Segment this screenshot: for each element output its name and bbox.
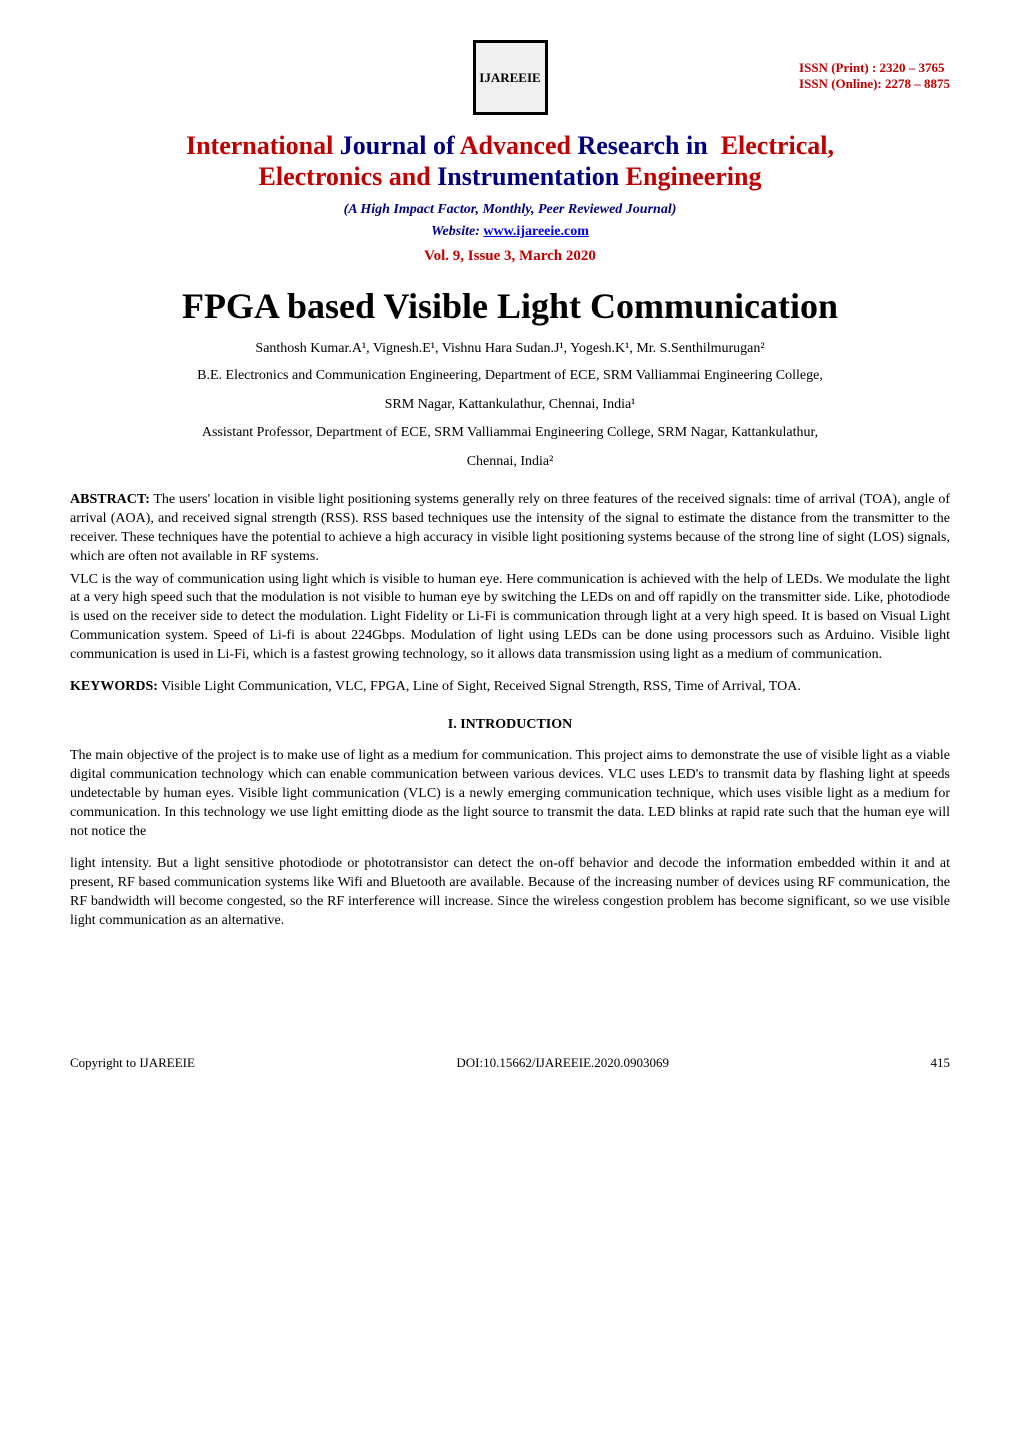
volume-issue: Vol. 9, Issue 3, March 2020 [70,248,950,265]
journal-title: International Journal of Advanced Resear… [70,130,950,192]
abstract-text-p1: The users' location in visible light pos… [70,492,950,564]
section-heading-introduction: I. INTRODUCTION [70,717,950,733]
jt-electronics: Electronics and [259,162,431,191]
authors-line: Santhosh Kumar.A¹, Vignesh.E¹, Vishnu Ha… [70,341,950,357]
jt-advanced: Advanced [460,131,571,160]
website-link[interactable]: www.ijareeie.com [483,224,588,239]
paper-title: FPGA based Visible Light Communication [70,285,950,327]
issn-block: ISSN (Print) : 2320 – 3765 ISSN (Online)… [799,60,950,92]
footer-copyright: Copyright to IJAREEIE [70,1055,195,1071]
footer-doi: DOI:10.15662/IJAREEIE.2020.0903069 [456,1055,669,1071]
affiliation-2-line-1: Assistant Professor, Department of ECE, … [70,422,950,444]
intro-paragraph-2: light intensity. But a light sensitive p… [70,855,950,931]
jt-research-in: Research in [577,131,707,160]
jt-international: International [186,131,333,160]
jt-instrumentation: Instrumentation [437,162,619,191]
journal-subtitle: (A High Impact Factor, Monthly, Peer Rev… [70,202,950,218]
website-line: Website: www.ijareeie.com [70,224,950,240]
jt-electrical: Electrical, [721,131,834,160]
jt-engineering: Engineering [626,162,762,191]
issn-online: ISSN (Online): 2278 – 8875 [799,76,950,92]
page-footer: Copyright to IJAREEIE DOI:10.15662/IJARE… [70,1051,950,1071]
intro-paragraph-1: The main objective of the project is to … [70,747,950,841]
footer-page-number: 415 [931,1055,951,1071]
website-label: Website: [431,224,480,239]
keywords-label: KEYWORDS: [70,679,158,694]
affiliation-2-line-2: Chennai, India² [70,451,950,473]
keywords-text: Visible Light Communication, VLC, FPGA, … [158,679,801,694]
abstract-text-p2: VLC is the way of communication using li… [70,571,950,665]
journal-logo: IJAREEIE [473,40,548,115]
issn-print: ISSN (Print) : 2320 – 3765 [799,60,950,76]
jt-journal-of: Journal of [340,131,455,160]
affiliation-1-line-2: SRM Nagar, Kattankulathur, Chennai, Indi… [70,394,950,416]
abstract-label: ABSTRACT: [70,492,150,507]
keywords-block: KEYWORDS: Visible Light Communication, V… [70,679,950,695]
abstract-block: ABSTRACT: The users' location in visible… [70,491,950,665]
affiliation-1-line-1: B.E. Electronics and Communication Engin… [70,365,950,387]
